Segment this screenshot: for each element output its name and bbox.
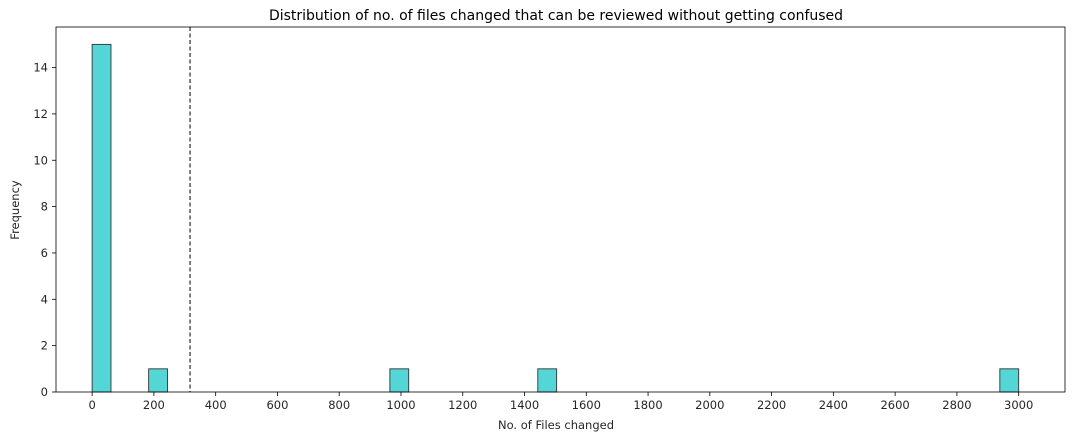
x-tick-label: 2000	[695, 398, 724, 412]
histogram-bar-1	[148, 368, 168, 393]
x-tick-label: 200	[143, 398, 165, 412]
histogram-bar-0	[91, 43, 112, 393]
x-tick-label: 800	[328, 398, 350, 412]
x-axis-ticks: 0 200 400 600 800 1000 1200 1400 1600 1800 2000 220…	[88, 392, 1033, 412]
y-tick-label: 12	[33, 107, 48, 121]
y-tick-label: 14	[33, 61, 48, 75]
histogram-bar-3	[537, 368, 558, 393]
x-tick-label: 1200	[448, 398, 477, 412]
y-tick-label: 6	[41, 246, 48, 260]
x-axis-label: No. of Files changed	[498, 418, 614, 432]
x-tick-label: 400	[205, 398, 227, 412]
y-tick-label: 8	[41, 200, 48, 214]
y-axis-ticks: 0 2 4 6 8 10 12 14	[33, 61, 56, 399]
x-tick-label: 1400	[510, 398, 539, 412]
y-tick-label: 10	[33, 153, 48, 167]
y-tick-label: 0	[41, 385, 48, 399]
chart-title: Distribution of no. of files changed tha…	[269, 8, 843, 24]
x-tick-label: 2400	[819, 398, 848, 412]
y-axis-label: Frequency	[8, 180, 22, 240]
y-tick-label: 4	[41, 292, 48, 306]
x-tick-label: 600	[266, 398, 288, 412]
x-tick-label: 1000	[386, 398, 415, 412]
x-tick-label: 0	[88, 398, 95, 412]
x-tick-label: 2800	[942, 398, 971, 412]
x-tick-label: 1600	[572, 398, 601, 412]
x-tick-label: 1800	[633, 398, 662, 412]
x-tick-label: 2200	[757, 398, 786, 412]
histogram-bar-4	[999, 368, 1020, 393]
histogram-bar-2	[389, 368, 410, 393]
plot-frame	[55, 26, 1066, 393]
x-tick-label: 2600	[880, 398, 909, 412]
y-tick-label: 2	[41, 339, 48, 353]
bars-group	[91, 43, 1020, 393]
x-tick-label: 3000	[1004, 398, 1033, 412]
